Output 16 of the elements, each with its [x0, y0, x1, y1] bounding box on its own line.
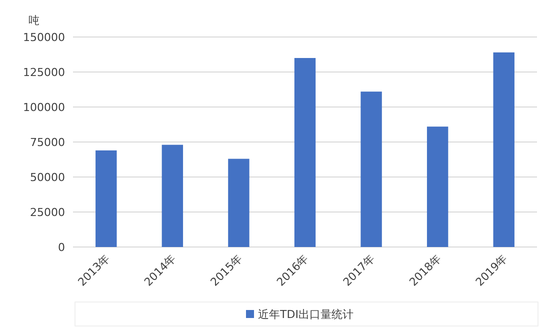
bar — [294, 58, 316, 247]
bar — [360, 92, 382, 247]
legend-label: 近年TDI出口量统计 — [258, 308, 354, 321]
y-tick-label: 0 — [58, 241, 65, 254]
bar — [228, 158, 250, 247]
y-tick-label: 25000 — [30, 206, 65, 219]
bar — [96, 150, 117, 247]
y-tick-label: 125000 — [23, 66, 65, 79]
bar — [426, 126, 448, 247]
y-tick-label: 150000 — [23, 31, 65, 44]
y-axis-title: 吨 — [28, 14, 40, 27]
y-tick-label: 75000 — [30, 136, 65, 149]
y-tick-label: 100000 — [23, 101, 65, 114]
bar — [493, 52, 514, 247]
y-tick-label: 50000 — [30, 171, 65, 184]
bar — [162, 144, 184, 247]
